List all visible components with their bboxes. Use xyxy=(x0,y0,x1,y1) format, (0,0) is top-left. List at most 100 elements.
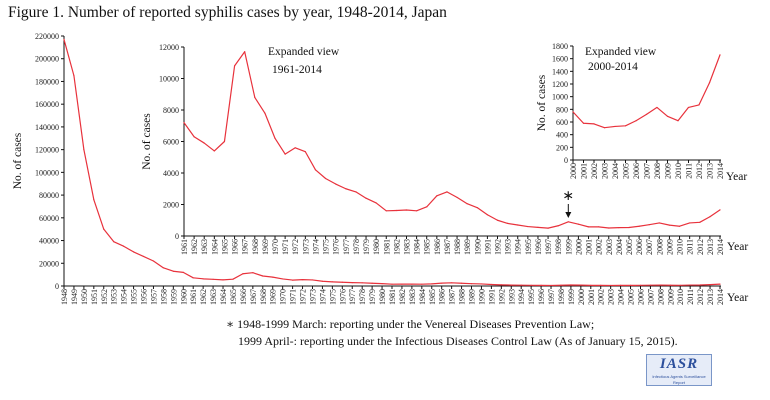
main-data-point xyxy=(699,284,701,286)
main-x-tick-label: 2014 xyxy=(716,289,725,305)
inset1961-x-axis-label: Year xyxy=(727,241,748,253)
inset1961-x-tick-label: 1981 xyxy=(382,239,391,255)
inset1961-x-tick-label: 1987 xyxy=(443,239,452,255)
inset1961-y-tick-label: 2000 xyxy=(163,201,179,210)
inset-2000-annotation-line2: 2000-2014 xyxy=(588,61,638,73)
inset1961-x-tick-label: 1986 xyxy=(433,239,442,255)
inset1961-data-point xyxy=(416,210,418,212)
inset1961-data-point xyxy=(658,222,660,224)
main-x-tick-label: 1989 xyxy=(468,289,477,305)
main-x-tick-label: 1963 xyxy=(209,289,218,305)
main-data-point xyxy=(490,283,492,286)
main-x-tick-label: 1981 xyxy=(388,289,397,305)
inset1961-x-tick-label: 1974 xyxy=(311,239,320,255)
inset1961-data-point xyxy=(476,207,478,209)
inset1961-x-tick-label: 1991 xyxy=(483,239,492,255)
inset2000-data-point xyxy=(603,127,606,129)
inset2000-y-tick-label: 1600 xyxy=(552,55,568,64)
main-x-tick-label: 1982 xyxy=(398,289,407,305)
main-data-point xyxy=(321,280,324,282)
main-data-point xyxy=(282,278,284,280)
inset2000-x-tick-label: 2008 xyxy=(653,163,662,179)
main-y-axis-label: No. of cases xyxy=(12,132,24,189)
inset1961-x-tick-label: 1985 xyxy=(423,239,432,255)
inset2000-y-tick-label: 1200 xyxy=(552,80,568,89)
inset1961-data-point xyxy=(193,136,195,138)
inset1961-data-point xyxy=(608,227,610,229)
inset2000-y-tick-label: 200 xyxy=(556,143,568,152)
main-x-tick-label: 1967 xyxy=(249,289,258,305)
main-x-tick-label: 1950 xyxy=(80,289,89,305)
main-data-point xyxy=(172,270,174,272)
inset-2000-annotation-line1: Expanded view xyxy=(585,46,657,58)
main-x-tick-label: 2000 xyxy=(577,289,586,305)
inset1961-x-tick-label: 1997 xyxy=(544,239,553,255)
main-x-tick-label: 1990 xyxy=(477,289,486,305)
main-x-tick-label: 1988 xyxy=(458,289,467,305)
main-y-tick-label: 60000 xyxy=(39,214,59,223)
inset1961-data-point xyxy=(678,225,681,227)
iasr-logo-text: IASR xyxy=(659,356,699,372)
main-x-tick-label: 1968 xyxy=(259,289,268,305)
reporting-law-arrow-head xyxy=(565,212,572,218)
inset1961-data-point xyxy=(527,225,529,228)
inset2000-y-tick-label: 1000 xyxy=(552,93,568,102)
inset1961-x-tick-label: 1975 xyxy=(322,239,331,255)
main-data-point xyxy=(73,75,75,77)
main-x-tick-label: 1960 xyxy=(179,289,188,305)
main-x-tick-label: 1961 xyxy=(189,289,198,305)
main-x-tick-label: 1969 xyxy=(269,289,278,305)
inset1961-data-point xyxy=(587,226,590,228)
main-x-tick-label: 1956 xyxy=(140,289,149,305)
inset1961-x-tick-label: 1967 xyxy=(241,239,250,255)
inset1961-data-point xyxy=(233,65,236,67)
inset1961-data-point xyxy=(213,150,215,152)
inset1961-data-point xyxy=(689,222,691,224)
main-data-point xyxy=(659,284,661,286)
main-data-point xyxy=(520,284,522,286)
inset2000-data-point xyxy=(624,125,627,127)
inset1961-x-tick-label: 1988 xyxy=(453,239,462,255)
main-data-point xyxy=(93,199,95,201)
main-data-point xyxy=(629,284,632,286)
inset2000-x-tick-label: 2001 xyxy=(580,163,589,179)
main-data-point xyxy=(113,241,115,243)
inset1961-data-point xyxy=(618,227,620,229)
inset1961-x-tick-label: 1973 xyxy=(301,239,310,255)
inset2000-data-point xyxy=(708,82,711,84)
inset1961-x-tick-label: 2001 xyxy=(585,239,594,255)
main-x-tick-label: 2011 xyxy=(686,289,695,305)
main-x-tick-label: 2003 xyxy=(607,289,616,305)
main-x-tick-label: 1998 xyxy=(557,289,566,305)
inset1961-data-point xyxy=(314,169,317,171)
main-x-tick-label: 1971 xyxy=(289,289,298,305)
inset1961-data-point xyxy=(537,226,539,228)
inset1961-data-point xyxy=(375,202,377,204)
main-data-point xyxy=(391,283,393,285)
inset1961-data-point xyxy=(628,226,630,229)
inset2000-x-tick-label: 2003 xyxy=(601,163,610,179)
inset1961-data-point xyxy=(719,209,721,211)
main-y-tick-label: 200000 xyxy=(35,55,59,64)
inset1961-data-point xyxy=(365,197,367,199)
main-data-point xyxy=(480,283,483,285)
inset1961-x-tick-label: 1970 xyxy=(271,239,280,255)
inset2000-data-point xyxy=(645,113,648,115)
inset1961-x-tick-label: 1966 xyxy=(231,239,240,255)
inset1961-data-point xyxy=(203,142,205,144)
inset2000-y-tick-label: 1800 xyxy=(552,42,568,51)
main-data-point xyxy=(371,282,373,284)
main-data-point xyxy=(530,284,532,286)
main-data-point xyxy=(411,283,413,285)
inset2000-data-point xyxy=(593,123,595,125)
main-data-point xyxy=(401,283,403,285)
main-x-tick-label: 2007 xyxy=(646,289,655,305)
inset2000-x-tick-label: 2010 xyxy=(674,163,683,179)
inset1961-y-tick-label: 4000 xyxy=(163,169,179,178)
inset1961-x-tick-label: 1963 xyxy=(200,239,209,255)
inset1961-data-point xyxy=(284,153,286,155)
inset1961-data-point xyxy=(557,225,559,227)
inset1961-x-tick-label: 2003 xyxy=(605,239,614,255)
main-x-tick-label: 1955 xyxy=(130,289,139,305)
inset1961-x-tick-label: 1965 xyxy=(220,239,229,255)
